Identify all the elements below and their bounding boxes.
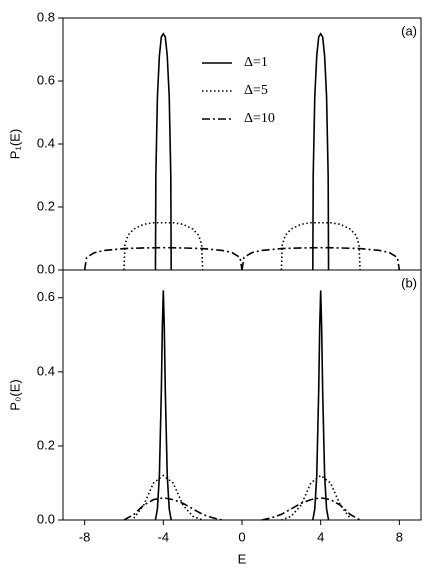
- y-tick-label: 0.0: [37, 261, 55, 276]
- x-tick-label: 8: [396, 529, 403, 544]
- y-tick-label: 0.6: [37, 289, 55, 304]
- plot-frame: [62, 269, 422, 521]
- legend-label: Δ=5: [244, 83, 268, 98]
- x-axis-label: E: [238, 551, 247, 566]
- series-line: [154, 290, 330, 521]
- y-tick-label: 0.6: [37, 72, 55, 87]
- series-line: [83, 246, 401, 271]
- panel-label: (b): [401, 275, 417, 290]
- x-tick-label: -4: [158, 529, 170, 544]
- y-tick-label: 0.4: [37, 135, 55, 150]
- y-tick-label: 0.2: [37, 198, 55, 213]
- y-axis-label: P₀(E): [7, 379, 22, 410]
- series-line: [123, 496, 361, 521]
- plot-frame: [62, 17, 422, 271]
- series-line: [154, 32, 330, 271]
- y-tick-label: 0.2: [37, 437, 55, 452]
- x-tick-label: 4: [317, 529, 324, 544]
- panel-label: (a): [401, 23, 417, 38]
- y-tick-label: 0.8: [37, 9, 55, 24]
- series-line: [133, 474, 351, 521]
- legend-label: Δ=1: [244, 55, 268, 70]
- y-axis-label: P₁(E): [7, 129, 22, 159]
- series-line: [123, 221, 361, 271]
- x-tick-label: -8: [79, 529, 91, 544]
- legend-label: Δ=10: [244, 111, 275, 126]
- y-tick-label: 0.0: [37, 511, 55, 526]
- x-tick-label: 0: [238, 529, 245, 544]
- y-tick-label: 0.4: [37, 363, 55, 378]
